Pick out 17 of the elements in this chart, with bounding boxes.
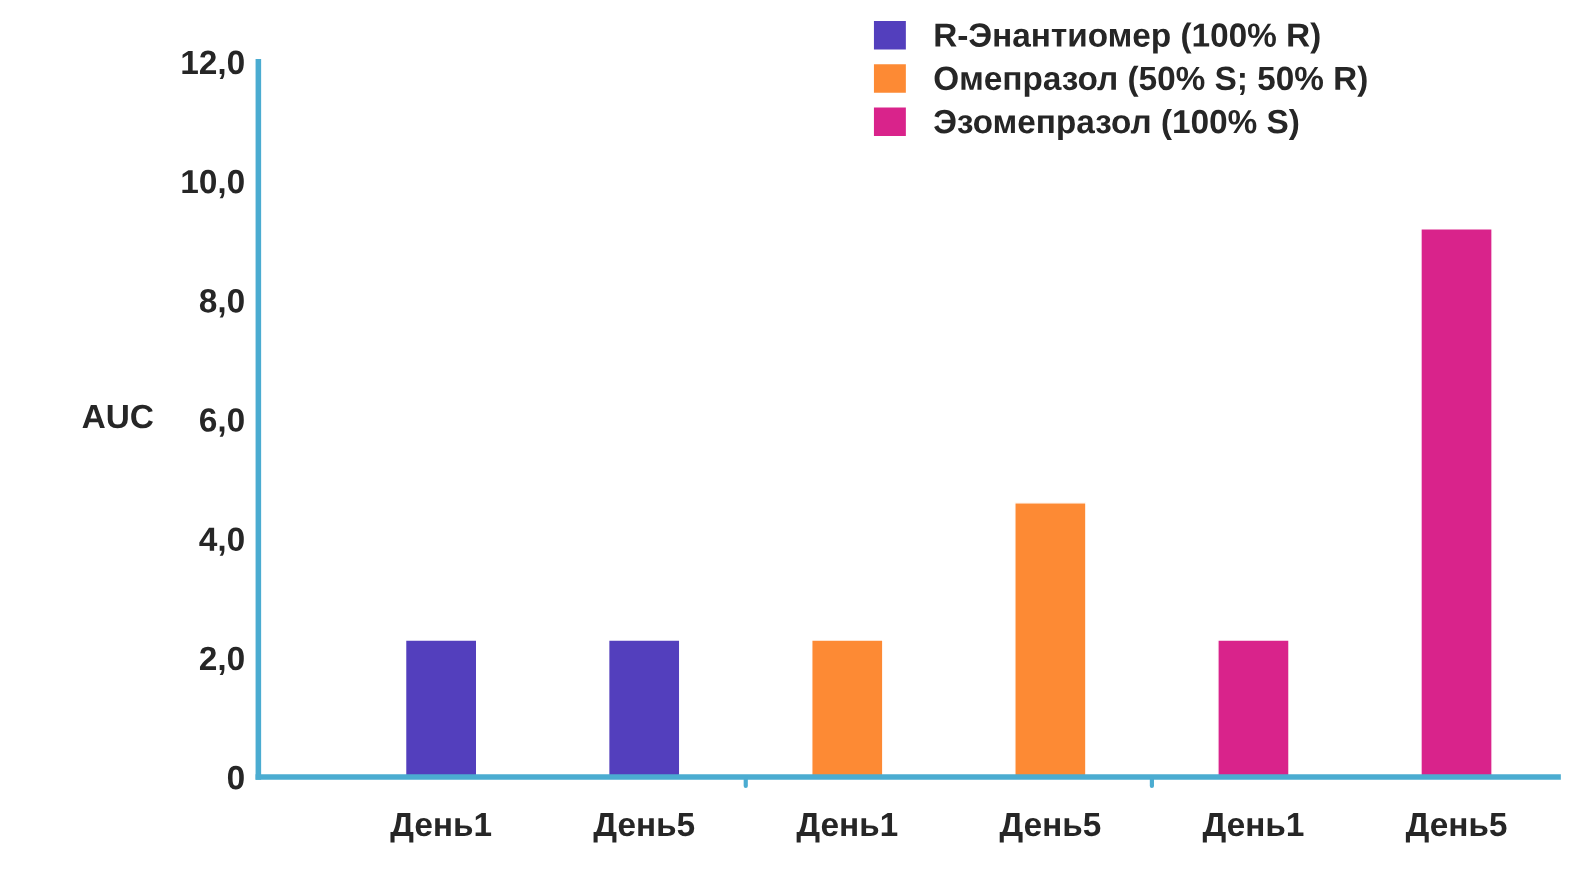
y-tick-label: 8,0 xyxy=(199,289,244,318)
x-tick-label: День5 xyxy=(999,812,1101,843)
y-tick-label: 12,0 xyxy=(182,50,244,80)
y-tick-label: 10,0 xyxy=(182,169,244,199)
legend-label: Эзомепразол (100% S) xyxy=(934,108,1299,141)
y-tick-label: 0 xyxy=(227,765,244,790)
y-tick-label: 2,0 xyxy=(199,646,244,676)
x-tick-label: День1 xyxy=(796,812,898,843)
x-tick-label: День5 xyxy=(1405,812,1507,843)
y-tick-label: 6,0 xyxy=(200,408,244,437)
legend-label: R-Энантиомер (100% R) xyxy=(935,22,1320,54)
legend-label: Омепразол (50% S; 50% R) xyxy=(934,65,1367,97)
y-axis-title: AUC xyxy=(82,404,153,429)
x-tick-label: День1 xyxy=(390,812,492,843)
x-tick-label: День5 xyxy=(593,812,695,843)
y-tick-label: 4,0 xyxy=(199,527,244,556)
x-tick-label: День1 xyxy=(1202,812,1304,843)
